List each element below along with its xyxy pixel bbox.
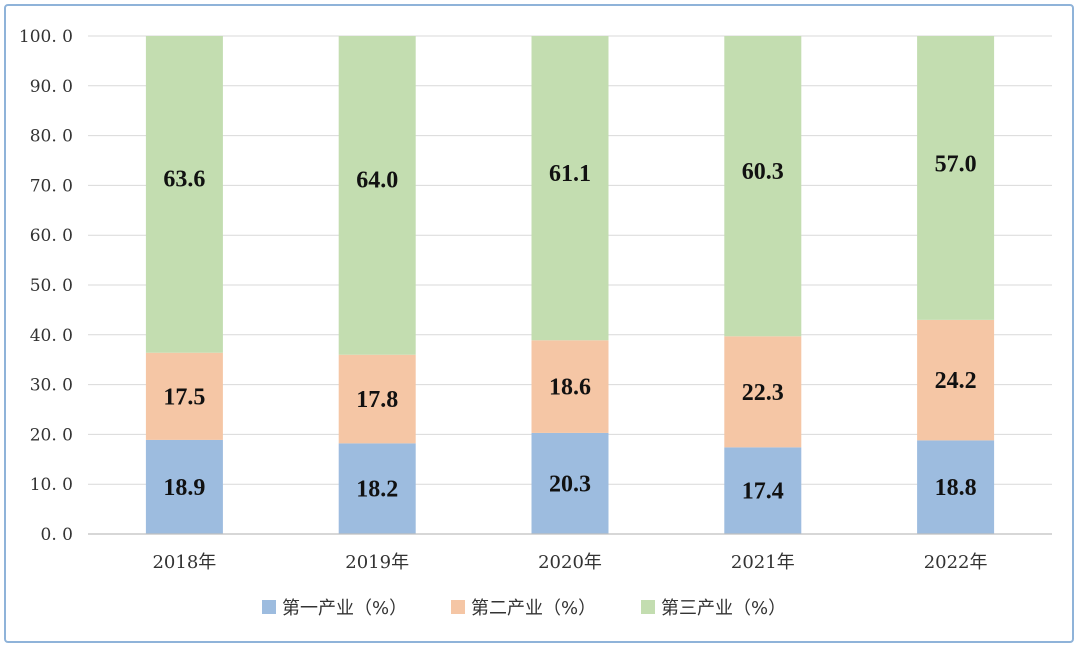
data-label: 57.0 — [935, 152, 977, 178]
bar-segment — [531, 432, 609, 534]
data-label: 60.3 — [742, 159, 784, 185]
legend: 第一产业（%） 第二产业（%） 第三产业（%） — [262, 598, 786, 619]
bars — [145, 36, 995, 534]
data-label: 63.6 — [163, 167, 205, 193]
x-tick-label: 2022年 — [924, 552, 988, 573]
x-tick-label: 2021年 — [731, 552, 795, 573]
legend-label: 第三产业（%） — [661, 598, 786, 619]
bar-segment — [917, 440, 995, 534]
legend-label: 第二产业（%） — [471, 598, 596, 619]
y-tick-label: 30. 0 — [30, 376, 73, 396]
y-tick-label: 0. 0 — [41, 525, 73, 545]
legend-label: 第一产业（%） — [282, 598, 407, 619]
y-tick-label: 70. 0 — [30, 176, 73, 196]
bar-segment — [531, 36, 609, 341]
legend-swatch — [262, 600, 276, 614]
bar-segment — [531, 340, 609, 433]
bar-segment — [145, 36, 223, 353]
data-label: 18.6 — [549, 375, 591, 401]
legend-swatch — [451, 600, 465, 614]
data-label: 17.4 — [742, 479, 784, 505]
y-tick-label: 10. 0 — [30, 475, 73, 495]
x-axis: 2018年 2019年 2020年 2021年 2022年 — [88, 533, 1052, 573]
y-tick-label: 90. 0 — [30, 77, 73, 97]
data-label: 18.8 — [935, 475, 977, 501]
y-tick-label: 40. 0 — [30, 326, 73, 346]
bar-segment — [145, 439, 223, 534]
bar-segment — [338, 443, 416, 534]
data-label: 61.1 — [549, 161, 591, 187]
bar-segment — [917, 319, 995, 441]
data-label: 64.0 — [356, 167, 398, 193]
data-label: 17.5 — [163, 384, 205, 410]
y-tick-label: 60. 0 — [30, 226, 73, 246]
bar-segment — [338, 36, 416, 355]
data-label: 20.3 — [549, 471, 591, 497]
y-tick-label: 50. 0 — [30, 276, 73, 296]
data-label: 18.2 — [356, 477, 398, 503]
data-label: 17.8 — [356, 387, 398, 413]
legend-swatch — [641, 600, 655, 614]
y-tick-label: 20. 0 — [30, 425, 73, 445]
y-tick-label: 80. 0 — [30, 127, 73, 147]
y-axis-ticks: 0. 0 10. 0 20. 0 30. 0 40. 0 50. 0 60. 0 70. 0 8… — [19, 27, 73, 545]
x-tick-label: 2020年 — [538, 552, 602, 573]
bar-segment — [917, 36, 995, 320]
data-label: 22.3 — [742, 380, 784, 406]
bar-segment — [724, 447, 802, 534]
bar-segment — [724, 36, 802, 337]
data-labels: 18.9 17.5 63.6 18.2 17.8 64.0 20.3 18.6 61.1 17.4… — [163, 152, 976, 505]
bar-segment — [338, 354, 416, 444]
y-tick-label: 100. 0 — [19, 27, 73, 47]
bar-segment — [724, 336, 802, 448]
data-label: 18.9 — [163, 475, 205, 501]
x-tick-label: 2018年 — [152, 552, 216, 573]
bar-segment — [145, 352, 223, 440]
data-label: 24.2 — [935, 368, 977, 394]
x-tick-label: 2019年 — [345, 552, 409, 573]
